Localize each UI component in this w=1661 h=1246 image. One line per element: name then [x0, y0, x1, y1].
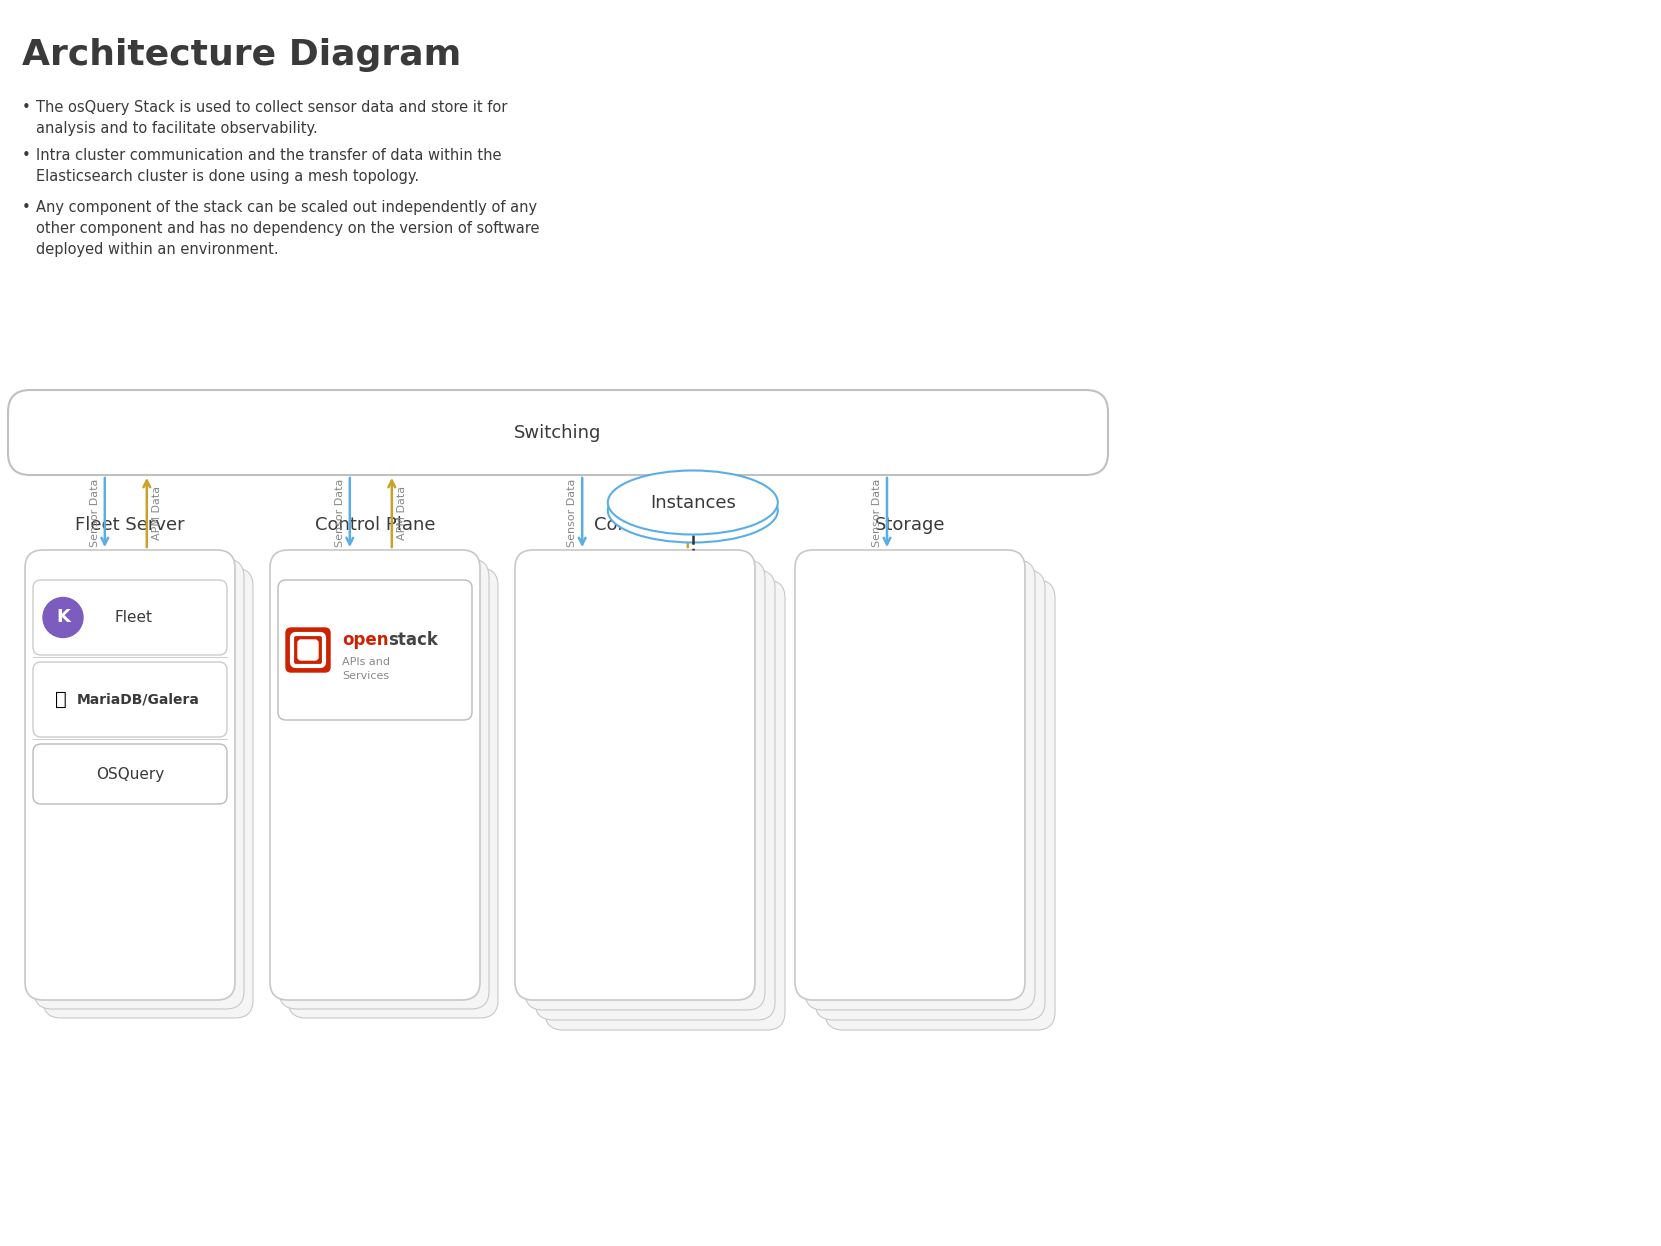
FancyBboxPatch shape [525, 559, 766, 1011]
FancyBboxPatch shape [33, 662, 228, 736]
Text: open: open [342, 630, 389, 649]
Text: stack: stack [389, 630, 439, 649]
FancyBboxPatch shape [25, 549, 234, 1001]
FancyBboxPatch shape [286, 628, 331, 672]
Text: Switching: Switching [515, 424, 601, 441]
Text: •: • [22, 100, 32, 115]
FancyBboxPatch shape [33, 579, 228, 655]
Text: Services: Services [342, 672, 389, 682]
Text: APIs and: APIs and [342, 657, 390, 667]
FancyBboxPatch shape [292, 634, 324, 667]
Text: Compute: Compute [595, 516, 676, 535]
Text: OSQuery: OSQuery [96, 766, 164, 781]
FancyBboxPatch shape [277, 579, 472, 720]
FancyBboxPatch shape [796, 549, 1025, 1001]
Text: 🐕: 🐕 [55, 690, 66, 709]
Text: Sensor Data: Sensor Data [90, 478, 100, 547]
Circle shape [43, 598, 83, 638]
FancyBboxPatch shape [279, 559, 488, 1009]
FancyBboxPatch shape [271, 549, 480, 1001]
Text: MariaDB/Galera: MariaDB/Galera [76, 693, 199, 706]
Text: Control Plane: Control Plane [314, 516, 435, 535]
FancyBboxPatch shape [545, 579, 786, 1030]
FancyBboxPatch shape [8, 390, 1108, 475]
Text: APM Data: APM Data [397, 486, 407, 540]
Text: Architecture Diagram: Architecture Diagram [22, 37, 462, 72]
FancyBboxPatch shape [33, 744, 228, 804]
Text: •: • [22, 201, 32, 216]
Ellipse shape [608, 471, 777, 535]
FancyBboxPatch shape [806, 559, 1035, 1011]
Text: Any component of the stack can be scaled out independently of any
other componen: Any component of the stack can be scaled… [37, 201, 540, 257]
Text: •: • [22, 148, 32, 163]
FancyBboxPatch shape [816, 569, 1045, 1020]
FancyBboxPatch shape [826, 579, 1055, 1030]
Text: APM Data: APM Data [693, 486, 703, 540]
FancyBboxPatch shape [33, 559, 244, 1009]
FancyBboxPatch shape [515, 549, 756, 1001]
Text: Sensor Data: Sensor Data [336, 478, 345, 547]
Text: Fleet Server: Fleet Server [75, 516, 184, 535]
FancyBboxPatch shape [287, 568, 498, 1018]
Text: Instances: Instances [649, 493, 736, 512]
Text: K: K [56, 608, 70, 627]
Text: Sensor Data: Sensor Data [872, 478, 882, 547]
FancyBboxPatch shape [43, 568, 252, 1018]
Text: The osQuery Stack is used to collect sensor data and store it for
analysis and t: The osQuery Stack is used to collect sen… [37, 100, 507, 136]
FancyBboxPatch shape [297, 640, 317, 660]
Text: APM Data: APM Data [151, 486, 161, 540]
Text: Fleet: Fleet [115, 611, 153, 625]
Text: Sensor Data: Sensor Data [566, 478, 578, 547]
Text: Storage: Storage [875, 516, 945, 535]
FancyBboxPatch shape [535, 569, 776, 1020]
Ellipse shape [608, 478, 777, 542]
Text: Intra cluster communication and the transfer of data within the
Elasticsearch cl: Intra cluster communication and the tran… [37, 148, 502, 184]
